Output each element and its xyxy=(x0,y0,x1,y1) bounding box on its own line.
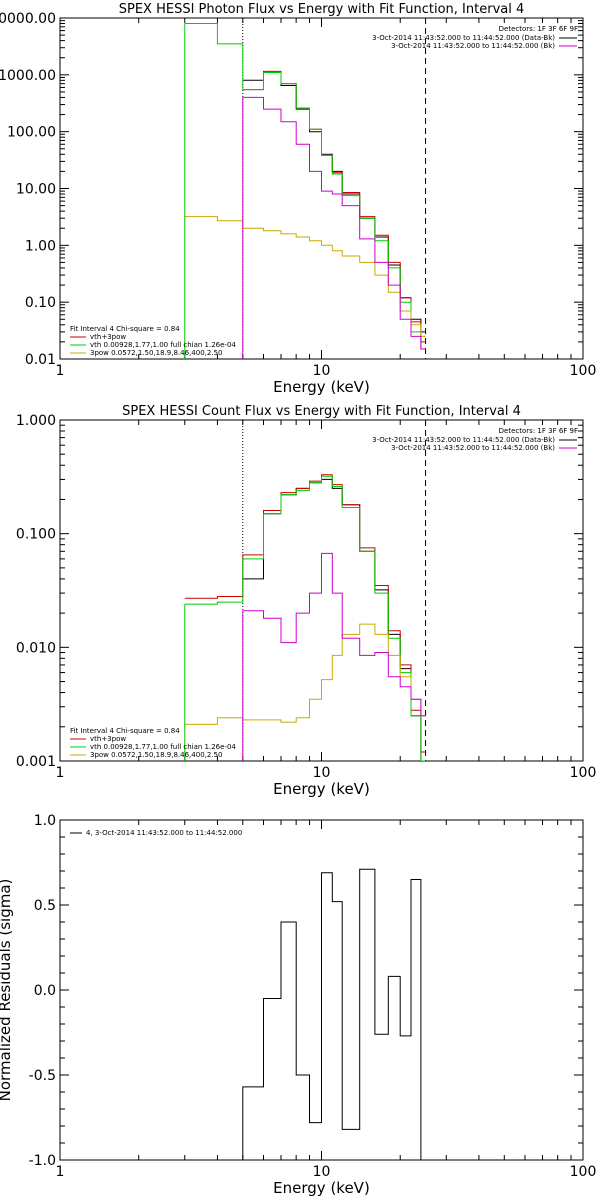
x-tick-label: 100 xyxy=(570,363,597,379)
chart-title: SPEX HESSI Count Flux vs Energy with Fit… xyxy=(122,404,521,419)
x-axis-label: Energy (keV) xyxy=(273,1179,370,1197)
legend-bottom-label: 3pow 0.0572,1.50,18.9,8.46,400,2.50 xyxy=(90,751,222,759)
y-tick-label: 1000.00 xyxy=(0,68,56,84)
legend-top-label: 3-Oct-2014 11:43:52.000 to 11:44:52.000 … xyxy=(372,436,555,444)
series-vth-3pow-line xyxy=(242,70,426,343)
y-tick-label: 0.0 xyxy=(34,983,56,999)
y-tick-label: 1.00 xyxy=(25,238,56,254)
legend-bottom-label: 3pow 0.0572,1.50,18.9,8.46,400,2.50 xyxy=(90,349,222,357)
residuals-legend-label: 4, 3-Oct-2014 11:43:52.000 to 11:44:52.0… xyxy=(86,829,242,837)
legend-top-label: 3-Oct-2014 11:43:52.000 to 11:44:52.000 … xyxy=(391,444,555,452)
legend-bottom-label: vth 0.00928,1.77,1.00 full chian 1.26e-0… xyxy=(90,341,236,349)
y-tick-label: -0.5 xyxy=(29,1068,56,1084)
series-vth-line xyxy=(184,23,426,350)
legend-bottom-label: vth+3pow xyxy=(90,333,126,341)
y-tick-label: 1.0 xyxy=(34,813,56,829)
series-group-0 xyxy=(184,23,426,359)
y-tick-label: 10000.00 xyxy=(0,11,56,27)
x-axis-label: Energy (keV) xyxy=(273,378,370,396)
y-tick-label: 0.10 xyxy=(25,295,56,311)
series-group-1 xyxy=(184,474,426,761)
series-3pow-line xyxy=(184,623,426,725)
x-axis-label: Energy (keV) xyxy=(273,780,370,798)
legend-top-label: 3-Oct-2014 11:43:52.000 to 11:44:52.000 … xyxy=(372,34,555,42)
y-axis-label: Normalized Residuals (sigma) xyxy=(0,879,14,1102)
x-tick-label: 10 xyxy=(313,1164,331,1180)
legend-header: Detectors: 1F 3F 6F 9F xyxy=(499,25,578,33)
x-tick-label: 10 xyxy=(313,363,331,379)
legend-top-label: 3-Oct-2014 11:43:52.000 to 11:44:52.000 … xyxy=(391,42,555,50)
y-tick-label: 0.5 xyxy=(34,898,56,914)
chart-title: SPEX HESSI Photon Flux vs Energy with Fi… xyxy=(119,2,525,17)
y-tick-label: 0.010 xyxy=(16,640,56,656)
x-tick-label: 100 xyxy=(570,1164,597,1180)
x-tick-label: 10 xyxy=(313,765,331,781)
x-tick-label: 100 xyxy=(570,765,597,781)
series-bk-line xyxy=(242,552,426,717)
y-tick-label: 0.001 xyxy=(16,754,56,770)
y-tick-label: 0.01 xyxy=(25,352,56,368)
legend-bottom-label: vth 0.00928,1.77,1.00 full chian 1.26e-0… xyxy=(90,743,236,751)
series-bk-line xyxy=(242,96,426,350)
fit-label: Fit Interval 4 Chi-square = 0.84 xyxy=(70,325,180,333)
series-data-line xyxy=(242,478,426,761)
series-3pow-line xyxy=(184,216,426,337)
residuals-line xyxy=(242,868,426,1161)
legend-bottom-label: vth+3pow xyxy=(90,735,126,743)
x-tick-label: 1 xyxy=(56,363,65,379)
y-tick-label: 10.00 xyxy=(16,182,56,198)
y-tick-label: -1.0 xyxy=(29,1153,56,1169)
y-tick-label: 0.100 xyxy=(16,527,56,543)
y-tick-label: 1.000 xyxy=(16,413,56,429)
x-tick-label: 1 xyxy=(56,1164,65,1180)
legend-header: Detectors: 1F 3F 6F 9F xyxy=(499,427,578,435)
series-data-line xyxy=(242,72,426,333)
x-tick-label: 1 xyxy=(56,765,65,781)
y-tick-label: 100.00 xyxy=(7,125,56,141)
fit-label: Fit Interval 4 Chi-square = 0.84 xyxy=(70,727,180,735)
